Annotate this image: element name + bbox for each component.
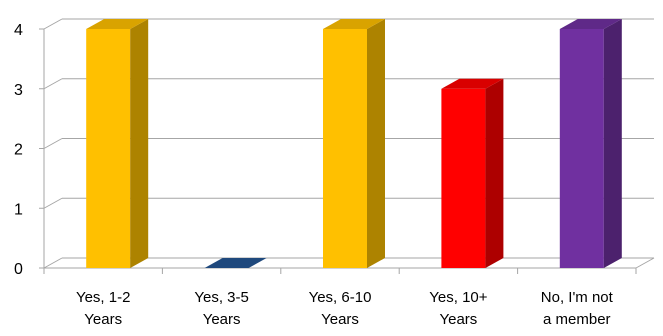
x-category-label-2-line-0: Yes, 6-10 [309,289,372,306]
bar-top-3 [441,78,504,89]
y-tick-label-4: 4 [14,22,23,39]
labels: 0 1 2 3 4 Yes, 1-2 Years Yes, 3-5 Years Yes, 6-10… [14,22,614,328]
bar-3 [441,78,504,268]
y-tick-label-1: 1 [14,201,23,218]
bar-2 [323,19,385,268]
gridline-diagonal-0 [43,257,63,269]
bar-front-4 [559,29,604,268]
gridline-diagonal-3 [43,78,63,90]
bar-4 [559,19,622,268]
bar-side-0 [130,19,149,268]
bar-top-1 [204,258,267,268]
y-tick-label-2: 2 [14,142,23,159]
gridline-diagonal-2 [43,138,63,149]
bar-1 [204,258,267,268]
x-category-label-1-line-1: Years [203,311,241,328]
bar-top-2 [323,19,385,29]
x-category-label-0-line-1: Years [84,311,122,328]
bar-0 [86,19,149,268]
bar-front-2 [323,29,367,268]
x-category-label-2-line-1: Years [321,311,359,328]
x-category-label-4-line-1: a member [543,311,611,328]
bar-side-4 [603,19,622,268]
bar-front-0 [86,29,131,268]
floor-right-edge [635,257,655,269]
gridline-diagonal-1 [43,197,63,209]
x-category-label-0-line-0: Yes, 1-2 [76,289,131,306]
x-category-label-1-line-0: Yes, 3-5 [194,289,249,306]
x-category-label-4-line-0: No, I'm not [541,289,614,306]
bar-side-3 [485,78,504,268]
bar-side-2 [367,19,385,268]
y-tick-label-0: 0 [14,261,23,278]
bar-top-4 [559,19,622,29]
x-category-label-3-line-1: Years [439,311,477,328]
bars [86,19,622,268]
bar-top-0 [86,19,149,29]
x-category-label-3-line-0: Yes, 10+ [429,289,487,306]
bar-front-3 [441,88,486,268]
y-tick-label-3: 3 [14,82,23,99]
gridline-diagonal-4 [43,18,63,30]
